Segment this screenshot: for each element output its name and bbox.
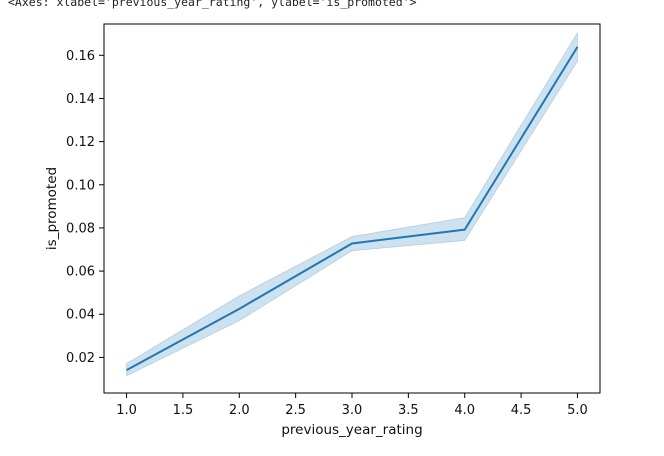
x-tick-label: 3.0 — [342, 403, 363, 418]
y-tick-label: 0.02 — [66, 351, 95, 366]
confidence-band — [126, 31, 578, 377]
x-axis-title: previous_year_rating — [281, 422, 422, 438]
y-tick-label: 0.06 — [66, 265, 95, 280]
x-tick-label: 5.0 — [567, 403, 588, 418]
y-tick-label: 0.14 — [66, 92, 95, 107]
plot-area — [104, 24, 600, 393]
x-tick-label: 1.0 — [116, 403, 137, 418]
x-tick-label: 2.0 — [229, 403, 250, 418]
y-tick-label: 0.12 — [66, 135, 95, 150]
x-tick-label: 4.0 — [454, 403, 475, 418]
x-tick-label: 2.5 — [285, 403, 306, 418]
x-tick-label: 3.5 — [398, 403, 419, 418]
y-tick-label: 0.08 — [66, 221, 95, 236]
y-tick-label: 0.04 — [66, 308, 95, 323]
x-tick-label: 4.5 — [511, 403, 532, 418]
series-line — [126, 46, 579, 372]
y-tick-label: 0.10 — [66, 178, 95, 193]
axes-repr-text: <Axes: xlabel='previous_year_rating', yl… — [8, 0, 417, 9]
y-axis-title: is_promoted — [44, 167, 60, 250]
x-tick-label: 1.5 — [173, 403, 194, 418]
y-tick-label: 0.16 — [66, 49, 95, 64]
